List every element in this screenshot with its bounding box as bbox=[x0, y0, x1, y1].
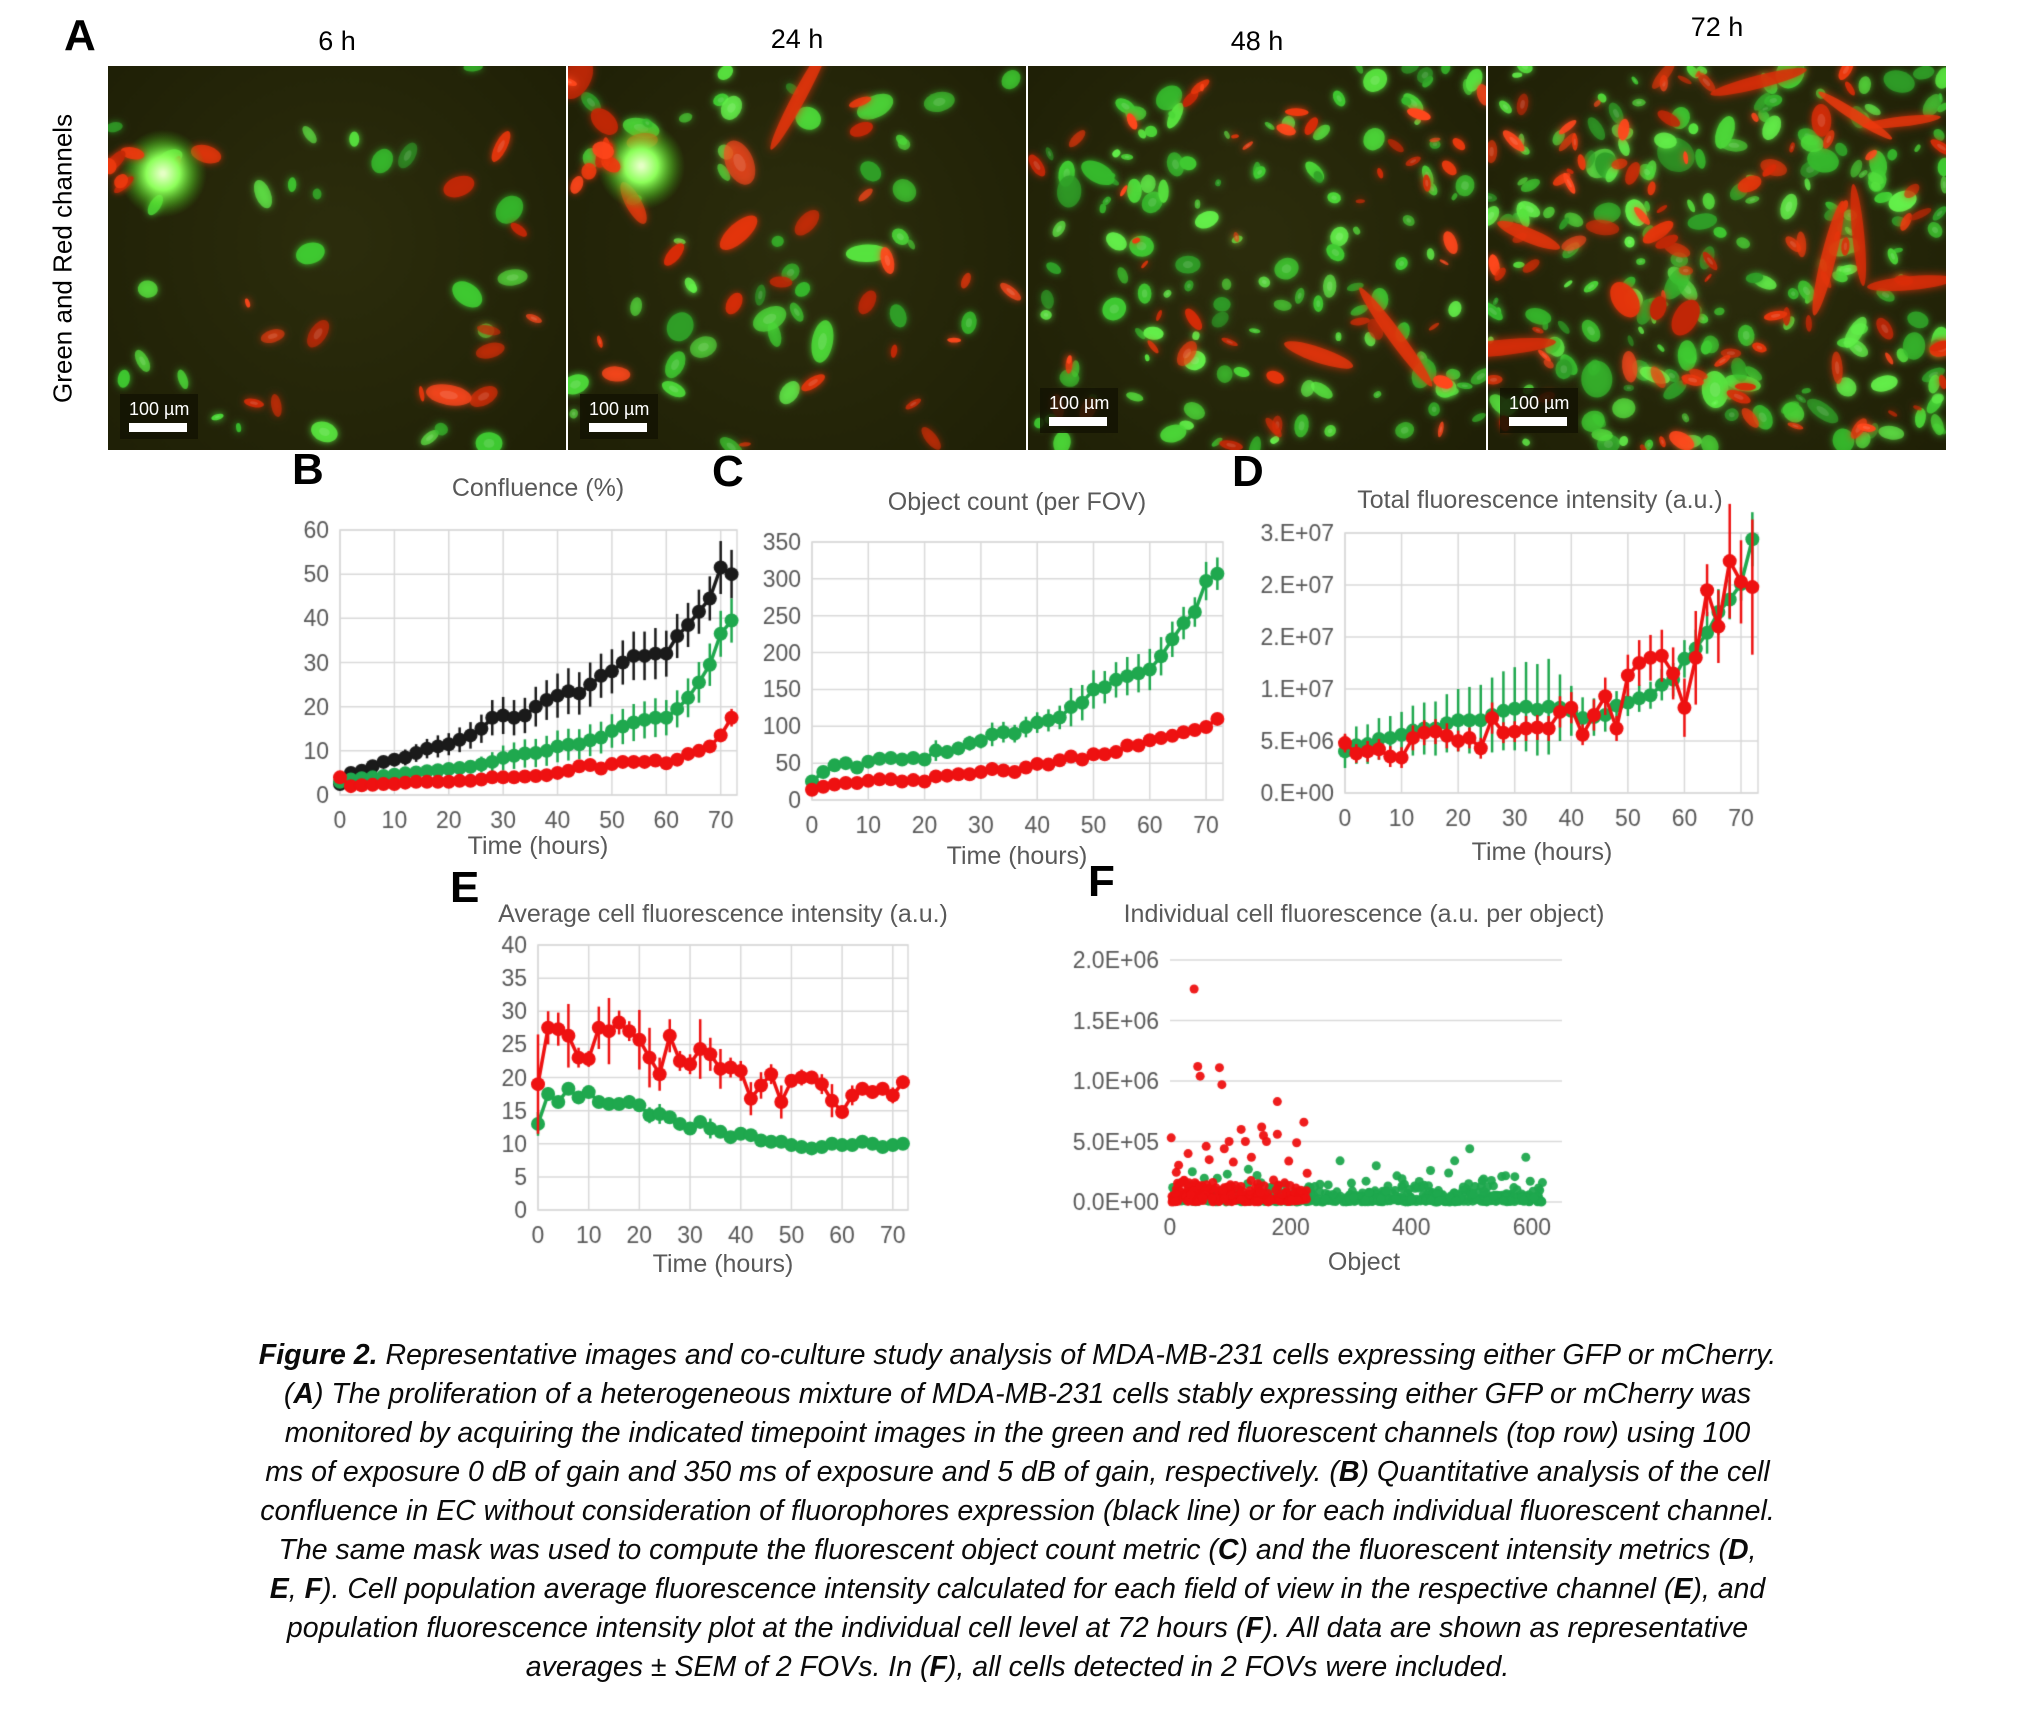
caption-line: ms of exposure 0 dB of gain and 350 ms o… bbox=[265, 1456, 1770, 1488]
scale-bar-line bbox=[589, 423, 647, 432]
caption-line: E, F). Cell population average fluoresce… bbox=[269, 1573, 1766, 1605]
scale-bar-line bbox=[1049, 417, 1107, 426]
panel-letter-d: D bbox=[1232, 447, 1264, 496]
chart-d-xlabel: Time (hours) bbox=[1471, 838, 1613, 866]
scale-bar-6h: 100 µm bbox=[120, 394, 199, 439]
caption-line: monitored by acquiring the indicated tim… bbox=[284, 1417, 1751, 1449]
chart-c-xlabel: Time (hours) bbox=[946, 842, 1088, 870]
panel-letter-b: B bbox=[292, 445, 324, 494]
chart-d-title: Total fluorescence intensity (a.u.) bbox=[1357, 486, 1723, 514]
panel-letter-c: C bbox=[712, 447, 744, 496]
caption-line: (A) The proliferation of a heterogeneous… bbox=[283, 1378, 1752, 1410]
scale-bar-label: 100 µm bbox=[129, 399, 190, 419]
scale-bar-line bbox=[129, 423, 187, 432]
chart-c-title: Object count (per FOV) bbox=[887, 488, 1147, 516]
caption-line: confluence in EC without consideration o… bbox=[260, 1495, 1775, 1527]
chart-b-xlabel: Time (hours) bbox=[467, 832, 609, 860]
caption-line: averages ± SEM of 2 FOVs. In (F), all ce… bbox=[525, 1651, 1510, 1683]
scale-bar-72h: 100 µm bbox=[1500, 388, 1579, 433]
scale-bar-label: 100 µm bbox=[1049, 393, 1110, 413]
caption-line: Figure 2. Representative images and co-c… bbox=[258, 1339, 1777, 1371]
caption-line: The same mask was used to compute the fl… bbox=[278, 1534, 1757, 1566]
chart-e-xlabel: Time (hours) bbox=[652, 1250, 794, 1278]
panel-letter-e: E bbox=[450, 863, 480, 912]
scale-bar-line bbox=[1509, 417, 1567, 426]
chart-f-title: Individual cell fluorescence (a.u. per o… bbox=[1123, 900, 1605, 928]
scale-bar-24h: 100 µm bbox=[580, 394, 659, 439]
figure-caption: Figure 2. Representative images and co-c… bbox=[34, 1336, 2001, 1687]
scale-bar-label: 100 µm bbox=[1509, 393, 1570, 413]
chart-f-xlabel: Object bbox=[1327, 1248, 1401, 1276]
chart-b-title: Confluence (%) bbox=[451, 474, 625, 502]
scale-bar-label: 100 µm bbox=[589, 399, 650, 419]
chart-e-title: Average cell fluorescence intensity (a.u… bbox=[498, 900, 948, 928]
scale-bar-48h: 100 µm bbox=[1040, 388, 1119, 433]
caption-line: population fluorescence intensity plot a… bbox=[286, 1612, 1749, 1644]
panel-letter-f: F bbox=[1088, 857, 1115, 906]
